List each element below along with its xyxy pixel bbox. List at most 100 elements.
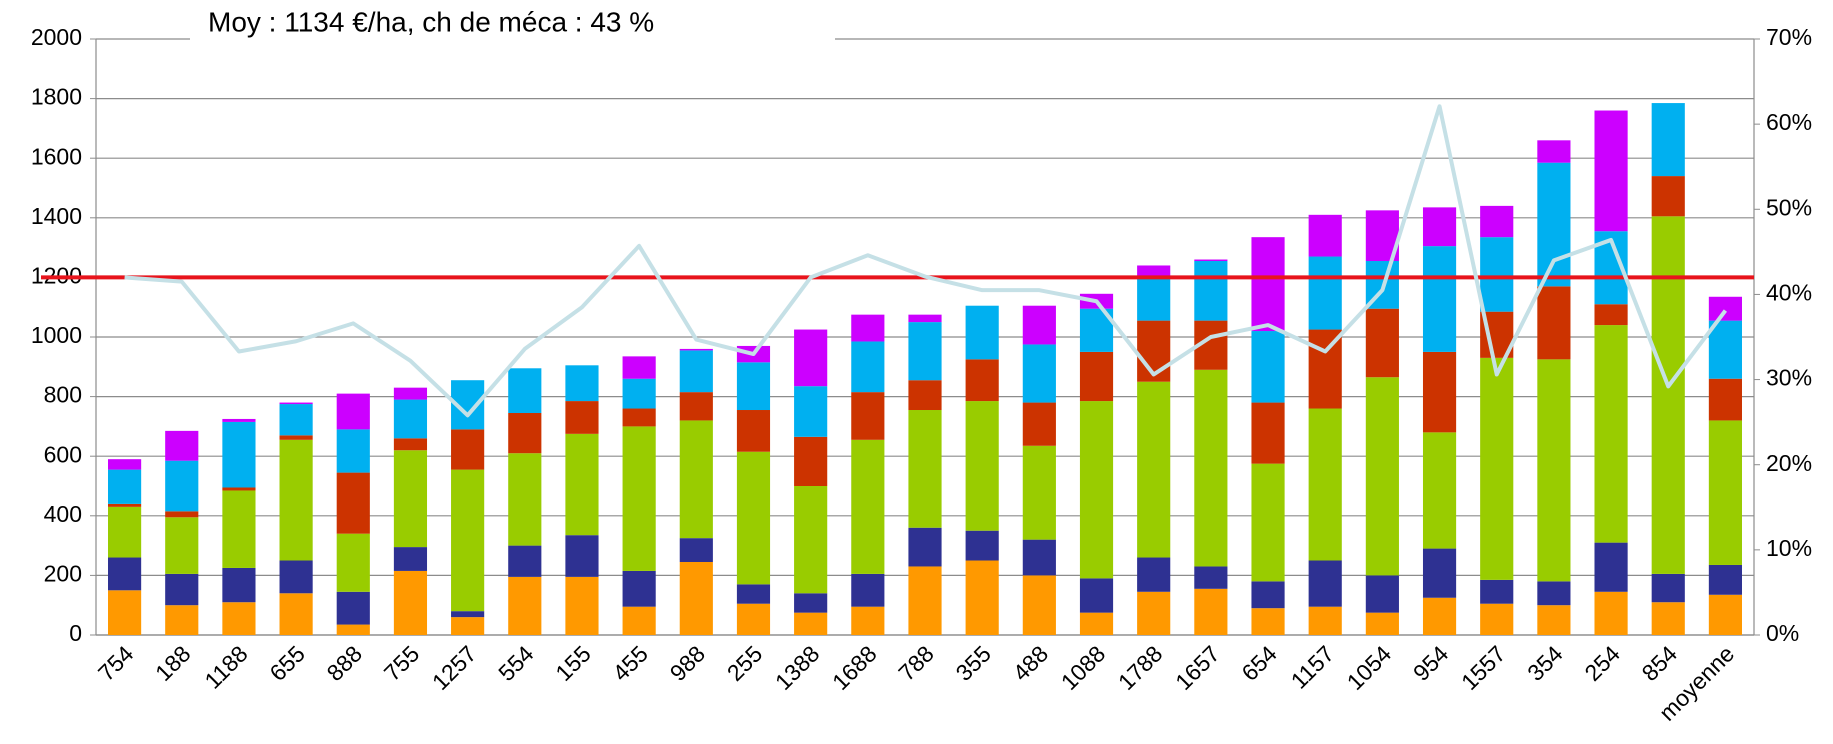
x-tick-label: 655 (264, 640, 310, 686)
line-series (124, 104, 1728, 418)
bar-segment (336, 533, 370, 592)
bar-segment (1651, 602, 1685, 635)
bar-segment (1594, 542, 1628, 592)
bar-segment (1422, 548, 1457, 598)
bar-segment (851, 439, 885, 574)
bar-segment (393, 387, 428, 400)
x-tick-label: 954 (1408, 640, 1454, 686)
bar-segment (1480, 237, 1514, 312)
y2-tick-label: 70% (1766, 24, 1812, 50)
bar-segment (908, 380, 942, 411)
bar-segment (1251, 581, 1285, 609)
bar-segment (1194, 259, 1228, 262)
bar-segment (165, 605, 199, 635)
bar-segment (622, 356, 656, 379)
x-tick-label: 1157 (1286, 640, 1339, 693)
bar-segment (1308, 560, 1342, 607)
y2-tick-label: 60% (1766, 109, 1812, 135)
bar-segment (1137, 265, 1171, 278)
bar-segment (1537, 359, 1571, 582)
bar-segment (393, 450, 428, 548)
x-tick-label: 354 (1522, 640, 1568, 686)
bar-segment (565, 365, 599, 402)
bar-segment (908, 314, 942, 323)
bar-segment (736, 603, 771, 635)
bar-segment (108, 590, 142, 635)
y2-tick-label: 30% (1766, 365, 1812, 391)
x-tick-label: 654 (1236, 640, 1282, 686)
bar-segment (451, 469, 485, 612)
x-tick-label: 488 (1008, 640, 1054, 686)
bar-segment (736, 410, 771, 452)
bar-segment (1079, 401, 1114, 579)
bar-segment (1708, 296, 1742, 321)
x-tick-label: 254 (1579, 640, 1625, 686)
bar-segment (1022, 575, 1056, 635)
bar-segment (1194, 566, 1228, 589)
bar-segment (1422, 207, 1457, 247)
bar-segment (1251, 608, 1285, 635)
bar-segment (965, 305, 999, 360)
bar-segment (1365, 612, 1399, 635)
bar-segment (565, 576, 599, 635)
bar-segment (622, 570, 656, 607)
bar-segment (1194, 588, 1228, 635)
bar-segment (908, 527, 942, 567)
bar-segment (1365, 308, 1399, 378)
bar-segment (908, 410, 942, 528)
bar-segment (279, 560, 313, 594)
bar-segment (1308, 408, 1342, 561)
bar-segment (1137, 277, 1171, 321)
x-tick-label: 788 (893, 640, 939, 686)
bar-segment (1708, 420, 1742, 565)
y2-tick-label: 10% (1766, 535, 1812, 561)
bar-segment (1480, 603, 1514, 635)
bar-segment (736, 362, 771, 411)
bar-segment (1137, 381, 1171, 558)
bar-segment (622, 378, 656, 409)
bar-segment (451, 611, 485, 618)
bar-segment (393, 399, 428, 439)
x-tick-label: 1188 (199, 640, 252, 693)
bar-segment (736, 584, 771, 604)
y-tick-label: 200 (44, 560, 82, 586)
bar-segment (279, 439, 313, 561)
bar-segment (965, 401, 999, 531)
bar-segment (908, 566, 942, 635)
x-tick-label: 1688 (827, 640, 882, 695)
bar-segment (1022, 539, 1056, 576)
bar-segment (1022, 305, 1056, 345)
bar-segment (622, 408, 656, 427)
y-tick-label: 800 (44, 382, 82, 408)
y2-tick-label: 40% (1766, 280, 1812, 306)
y2-tick-label: 50% (1766, 194, 1812, 220)
bar-segment (393, 438, 428, 451)
bar-segment (508, 453, 542, 546)
bar-segment (393, 547, 428, 571)
bar-segment (1308, 214, 1342, 257)
bar-segment (508, 545, 542, 577)
bar-segment (851, 606, 885, 635)
bar-segment (108, 557, 142, 591)
x-tick-label: 455 (607, 640, 653, 686)
bar-segment (965, 560, 999, 635)
bar-segment (222, 487, 256, 491)
bar-segment (1365, 377, 1399, 576)
bar-segment (1594, 304, 1628, 326)
bar-segment (1365, 575, 1399, 613)
bar-segment (108, 469, 142, 504)
bar-segment (1079, 612, 1114, 635)
y-tick-label: 400 (44, 501, 82, 527)
bar-segment (393, 570, 428, 635)
y-tick-label: 600 (44, 441, 82, 467)
title-box (190, 8, 835, 52)
bar-segment (336, 591, 370, 625)
bar-segment (965, 530, 999, 561)
bar-segment (1251, 402, 1285, 464)
x-tick-label: 888 (322, 640, 368, 686)
bar-segment (1022, 445, 1056, 540)
y-tick-label: 1400 (31, 203, 82, 229)
chart-title: Moy : 1134 €/ha, ch de méca : 43 % (208, 6, 654, 37)
y-tick-label: 0 (69, 620, 82, 646)
x-tick-label: 1657 (1170, 640, 1225, 695)
